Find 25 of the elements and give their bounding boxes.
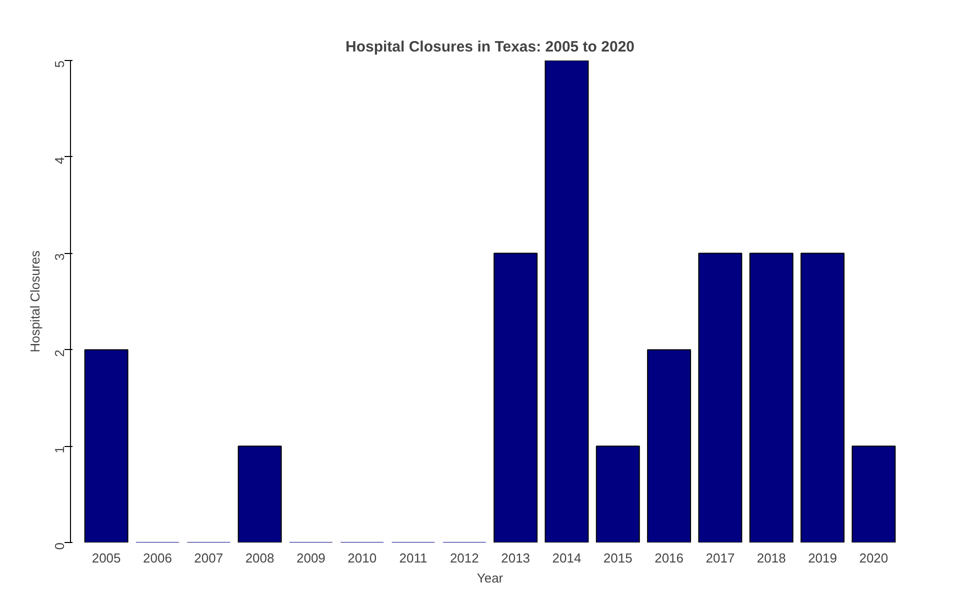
x-tick-label: 2019 xyxy=(808,550,837,566)
x-tick-label: 2015 xyxy=(603,550,632,566)
x-tick-label: 2011 xyxy=(399,550,428,566)
y-tick-label: 5 xyxy=(52,60,67,68)
x-tick-label: 2016 xyxy=(654,550,684,566)
y-axis-title: Hospital Closures xyxy=(28,250,42,352)
x-tick-label: 2017 xyxy=(706,550,735,566)
y-tick-label: 4 xyxy=(52,156,67,164)
x-tick-label: 2013 xyxy=(501,550,530,566)
chart-title: Hospital Closures in Texas: 2005 to 2020 xyxy=(345,38,635,56)
y-tick-label: 0 xyxy=(52,542,67,550)
x-tick-label: 2018 xyxy=(756,550,786,566)
x-tick-label: 2008 xyxy=(245,550,274,566)
y-tick-label: 1 xyxy=(52,446,67,454)
x-axis-title: Year xyxy=(476,570,504,586)
x-tick-label: 2014 xyxy=(552,550,582,566)
x-tick-label: 2009 xyxy=(296,550,326,566)
x-tick-label: 2006 xyxy=(143,550,172,566)
y-tick-label: 3 xyxy=(52,253,67,261)
x-tick-label: 2012 xyxy=(450,550,479,566)
x-tick-label: 2007 xyxy=(194,550,224,566)
y-tick-label: 2 xyxy=(52,350,67,357)
x-tick-label: 2005 xyxy=(92,550,121,566)
x-tick-label: 2010 xyxy=(348,550,377,566)
x-tick-label: 2020 xyxy=(859,550,888,566)
